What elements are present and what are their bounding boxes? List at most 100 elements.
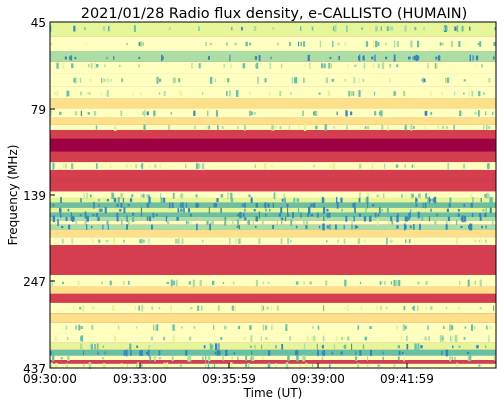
burst-streak: [237, 219, 239, 226]
burst-streak: [59, 208, 62, 212]
burst-streak: [80, 110, 82, 116]
burst-streak: [308, 206, 311, 214]
burst-streak: [293, 197, 296, 203]
burst-streak: [223, 63, 225, 68]
burst-streak: [262, 281, 264, 285]
burst-streak: [253, 26, 257, 32]
burst-streak: [263, 204, 266, 207]
burst-streak: [313, 111, 316, 116]
burst-streak: [463, 337, 466, 340]
burst-streak: [376, 194, 379, 198]
frequency-band: [50, 162, 496, 170]
burst-streak: [313, 165, 315, 168]
burst-streak: [98, 239, 101, 243]
burst-streak: [108, 25, 110, 32]
burst-streak: [96, 343, 99, 351]
burst-streak: [91, 343, 93, 350]
burst-streak: [237, 213, 241, 217]
burst-streak: [141, 304, 144, 312]
burst-streak: [142, 42, 144, 46]
burst-streak: [275, 125, 277, 130]
burst-streak: [383, 193, 385, 199]
burst-streak: [179, 202, 181, 208]
burst-streak: [292, 212, 294, 219]
burst-streak: [377, 364, 380, 367]
burst-streak: [303, 343, 306, 350]
burst-streak: [405, 192, 407, 199]
burst-streak: [247, 220, 251, 226]
burst-streak: [89, 78, 92, 83]
burst-streak: [414, 164, 416, 169]
burst-streak: [148, 165, 151, 168]
burst-streak: [288, 125, 290, 130]
burst-streak: [172, 324, 175, 331]
x-tick-label: 09:33:00: [113, 372, 167, 386]
burst-streak: [381, 209, 383, 212]
burst-streak: [283, 193, 285, 199]
burst-streak: [262, 219, 264, 226]
frequency-band: [50, 117, 496, 125]
burst-streak: [230, 197, 234, 203]
burst-streak: [393, 279, 396, 287]
burst-streak: [138, 42, 142, 46]
burst-streak: [343, 238, 346, 244]
burst-streak: [478, 110, 480, 117]
y-tick-label: 139: [23, 189, 46, 203]
burst-streak: [333, 344, 336, 350]
burst-streak: [278, 213, 281, 217]
burst-streak: [269, 62, 271, 69]
burst-streak: [408, 217, 410, 221]
burst-streak: [178, 78, 181, 83]
frequency-band: [50, 197, 496, 203]
burst-streak: [386, 207, 389, 213]
burst-streak: [163, 362, 166, 369]
burst-streak: [80, 197, 82, 203]
burst-streak: [146, 111, 149, 116]
burst-streak: [358, 213, 361, 217]
burst-streak: [359, 164, 362, 168]
burst-streak: [281, 220, 283, 225]
frequency-band: [50, 169, 496, 181]
burst-streak: [389, 26, 391, 31]
burst-streak: [126, 215, 128, 222]
burst-streak: [430, 111, 433, 115]
burst-streak: [479, 279, 482, 287]
burst-streak: [140, 364, 143, 367]
burst-streak: [97, 351, 99, 355]
burst-streak: [261, 356, 265, 360]
burst-streak: [275, 363, 277, 368]
burst-streak: [471, 324, 473, 331]
burst-streak: [165, 215, 168, 222]
burst-streak: [374, 91, 375, 96]
burst-streak: [153, 324, 155, 331]
burst-streak: [449, 197, 452, 203]
burst-streak: [187, 208, 191, 213]
burst-streak: [332, 26, 335, 31]
burst-streak: [463, 79, 466, 82]
burst-streak: [471, 90, 474, 97]
burst-streak: [83, 193, 85, 199]
burst-streak: [120, 110, 123, 117]
burst-streak: [488, 335, 490, 342]
burst-streak: [191, 64, 194, 68]
burst-streak: [250, 198, 253, 202]
burst-streak: [381, 124, 384, 131]
burst-streak: [336, 201, 339, 209]
burst-streak: [104, 351, 106, 355]
burst-streak: [467, 279, 470, 287]
burst-streak: [346, 25, 348, 32]
burst-streak: [158, 92, 161, 95]
burst-streak: [163, 197, 166, 203]
burst-streak: [475, 56, 478, 60]
burst-streak: [255, 63, 258, 68]
burst-streak: [271, 165, 273, 168]
burst-streak: [169, 202, 171, 209]
burst-streak: [380, 305, 382, 311]
burst-streak: [205, 42, 207, 46]
burst-streak: [73, 78, 76, 83]
burst-streak: [150, 336, 153, 341]
burst-streak: [107, 78, 109, 83]
burst-streak: [230, 192, 233, 199]
burst-streak: [279, 91, 282, 97]
frequency-band: [50, 342, 496, 350]
